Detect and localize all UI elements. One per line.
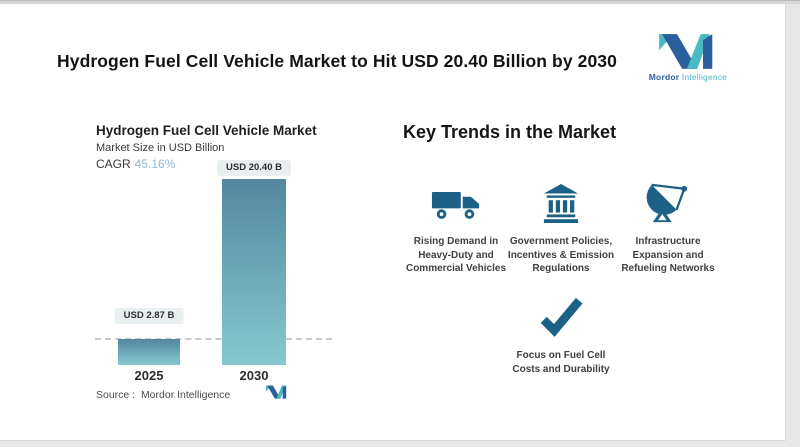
- frame-top-strip: [0, 0, 800, 4]
- bar-2025: [118, 339, 180, 365]
- checkmark-icon: [540, 297, 583, 337]
- chart-cagr: CAGR 45.16%: [96, 157, 175, 171]
- bar-2030: [222, 179, 286, 365]
- mordor-intelligence-logo-icon: [659, 34, 713, 69]
- trends-heading: Key Trends in the Market: [403, 122, 617, 142]
- trend-label: Government Policies, Incentives & Emissi…: [507, 236, 615, 274]
- cagr-label: CAGR: [96, 157, 131, 171]
- trend-item-government-policies: Government Policies, Incentives & Emissi…: [499, 182, 623, 276]
- trend-item-infrastructure: Infrastructure Expansion and Refueling N…: [606, 182, 730, 276]
- government-building-icon: [543, 184, 579, 223]
- trend-label: Rising Demand in Heavy-Duty and Commerci…: [405, 236, 507, 274]
- trend-item-heavy-duty: Rising Demand in Heavy-Duty and Commerci…: [394, 182, 518, 276]
- cagr-value: 45.16%: [134, 157, 176, 171]
- trend-label: Infrastructure Expansion and Refueling N…: [621, 236, 715, 274]
- x-axis-label-2025: 2025: [134, 368, 164, 383]
- brand-name-primary: Mordor: [648, 72, 680, 82]
- reference-dashed-line: [95, 338, 332, 340]
- chart-title: Hydrogen Fuel Cell Vehicle Market: [96, 123, 317, 138]
- mini-brand-logo-icon: [266, 385, 287, 399]
- brand-wordmark: Mordor Intelligence: [645, 72, 731, 82]
- truck-icon: [431, 191, 480, 219]
- chart-subtitle: Market Size in USD Billion: [96, 142, 225, 154]
- brand-logo: Mordor Intelligence: [645, 33, 731, 82]
- satellite-dish-icon: [646, 183, 688, 223]
- chart-source: Source : Mordor Intelligence: [96, 389, 231, 401]
- page-title: Hydrogen Fuel Cell Vehicle Market to Hit…: [57, 51, 617, 71]
- bar-value-label-2025: USD 2.87 B: [114, 308, 184, 324]
- trend-label: Focus on Fuel Cell Costs and Durability: [512, 350, 610, 375]
- brand-name-secondary: Intelligence: [681, 72, 728, 82]
- bar-value-label-2030: USD 20.40 B: [217, 160, 291, 176]
- x-axis-label-2030: 2030: [239, 368, 269, 383]
- infographic-card: Hydrogen Fuel Cell Vehicle Market to Hit…: [0, 4, 786, 441]
- trend-item-fuel-cell-costs: Focus on Fuel Cell Costs and Durability: [499, 294, 623, 376]
